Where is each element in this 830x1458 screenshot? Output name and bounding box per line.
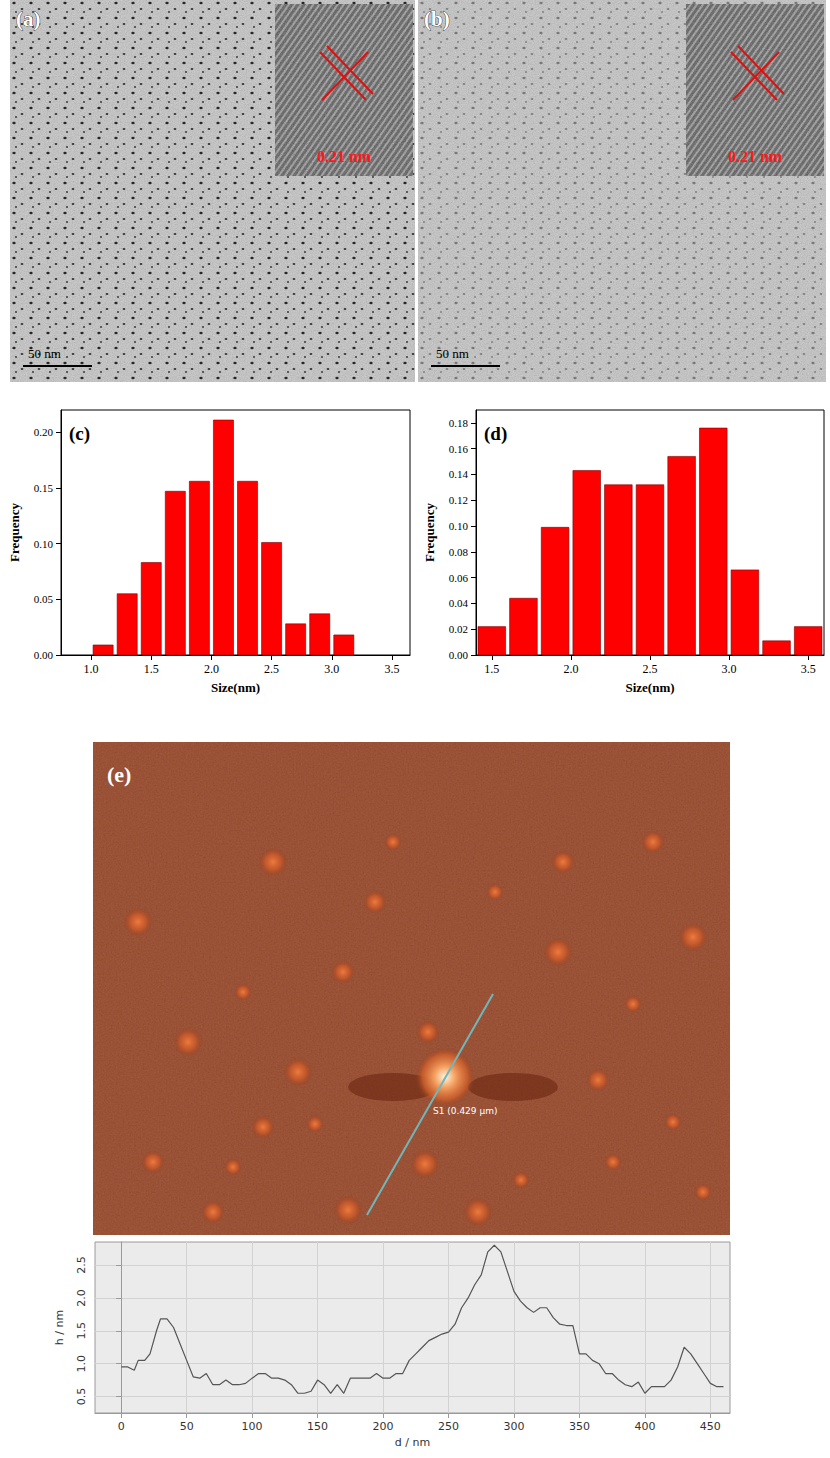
svg-text:2.0: 2.0	[75, 1289, 88, 1307]
svg-text:Frequency: Frequency	[422, 503, 437, 562]
svg-text:(e): (e)	[107, 762, 131, 787]
svg-text:0.14: 0.14	[449, 468, 469, 480]
svg-text:0.21 nm: 0.21 nm	[317, 148, 372, 165]
svg-text:0.04: 0.04	[449, 597, 469, 609]
svg-text:0.15: 0.15	[34, 482, 54, 494]
svg-text:2.5: 2.5	[643, 662, 658, 676]
svg-text:3.0: 3.0	[722, 662, 737, 676]
svg-text:3.5: 3.5	[384, 662, 399, 676]
svg-text:3.5: 3.5	[801, 662, 816, 676]
svg-text:0.02: 0.02	[449, 623, 468, 635]
svg-text:d / nm: d / nm	[395, 1436, 430, 1449]
svg-text:2.0: 2.0	[563, 662, 578, 676]
svg-text:(d): (d)	[484, 423, 507, 445]
svg-text:100: 100	[242, 1420, 263, 1433]
svg-text:1.5: 1.5	[144, 662, 159, 676]
svg-text:1.0: 1.0	[75, 1355, 88, 1373]
svg-text:250: 250	[438, 1420, 459, 1433]
svg-text:0.21 nm: 0.21 nm	[728, 148, 783, 165]
svg-text:Size(nm): Size(nm)	[211, 680, 260, 695]
svg-text:Frequency: Frequency	[7, 503, 22, 562]
svg-text:400: 400	[634, 1420, 655, 1433]
svg-text:450: 450	[700, 1420, 721, 1433]
svg-text:0.20: 0.20	[34, 426, 54, 438]
svg-text:50 nm: 50 nm	[436, 346, 469, 361]
svg-text:0.08: 0.08	[449, 546, 469, 558]
svg-text:150: 150	[307, 1420, 328, 1433]
svg-text:2.0: 2.0	[204, 662, 219, 676]
svg-text:1.5: 1.5	[484, 662, 499, 676]
svg-text:0.10: 0.10	[449, 520, 469, 532]
svg-text:(a): (a)	[16, 7, 41, 31]
svg-text:350: 350	[569, 1420, 590, 1433]
svg-text:50: 50	[180, 1420, 194, 1433]
svg-text:0.00: 0.00	[449, 649, 469, 661]
svg-text:0.5: 0.5	[75, 1388, 88, 1406]
svg-text:S1 (0.429 μm): S1 (0.429 μm)	[433, 1106, 497, 1116]
svg-text:0.00: 0.00	[34, 649, 54, 661]
svg-text:0.05: 0.05	[34, 593, 54, 605]
svg-text:0.12: 0.12	[449, 494, 468, 506]
svg-text:(c): (c)	[69, 423, 90, 445]
svg-text:1.5: 1.5	[75, 1322, 88, 1340]
svg-text:200: 200	[373, 1420, 394, 1433]
svg-text:(b): (b)	[424, 7, 450, 31]
svg-text:0.18: 0.18	[449, 417, 469, 429]
svg-text:0: 0	[118, 1420, 125, 1433]
svg-text:0.10: 0.10	[34, 538, 54, 550]
svg-text:2.5: 2.5	[264, 662, 279, 676]
svg-text:3.0: 3.0	[324, 662, 339, 676]
svg-text:0.16: 0.16	[449, 443, 469, 455]
svg-text:h / nm: h / nm	[53, 1310, 66, 1345]
svg-text:1.0: 1.0	[84, 662, 99, 676]
svg-text:50 nm: 50 nm	[28, 346, 61, 361]
svg-text:0.06: 0.06	[449, 572, 469, 584]
svg-text:Size(nm): Size(nm)	[625, 680, 674, 695]
svg-text:2.5: 2.5	[75, 1256, 88, 1274]
svg-text:300: 300	[503, 1420, 524, 1433]
